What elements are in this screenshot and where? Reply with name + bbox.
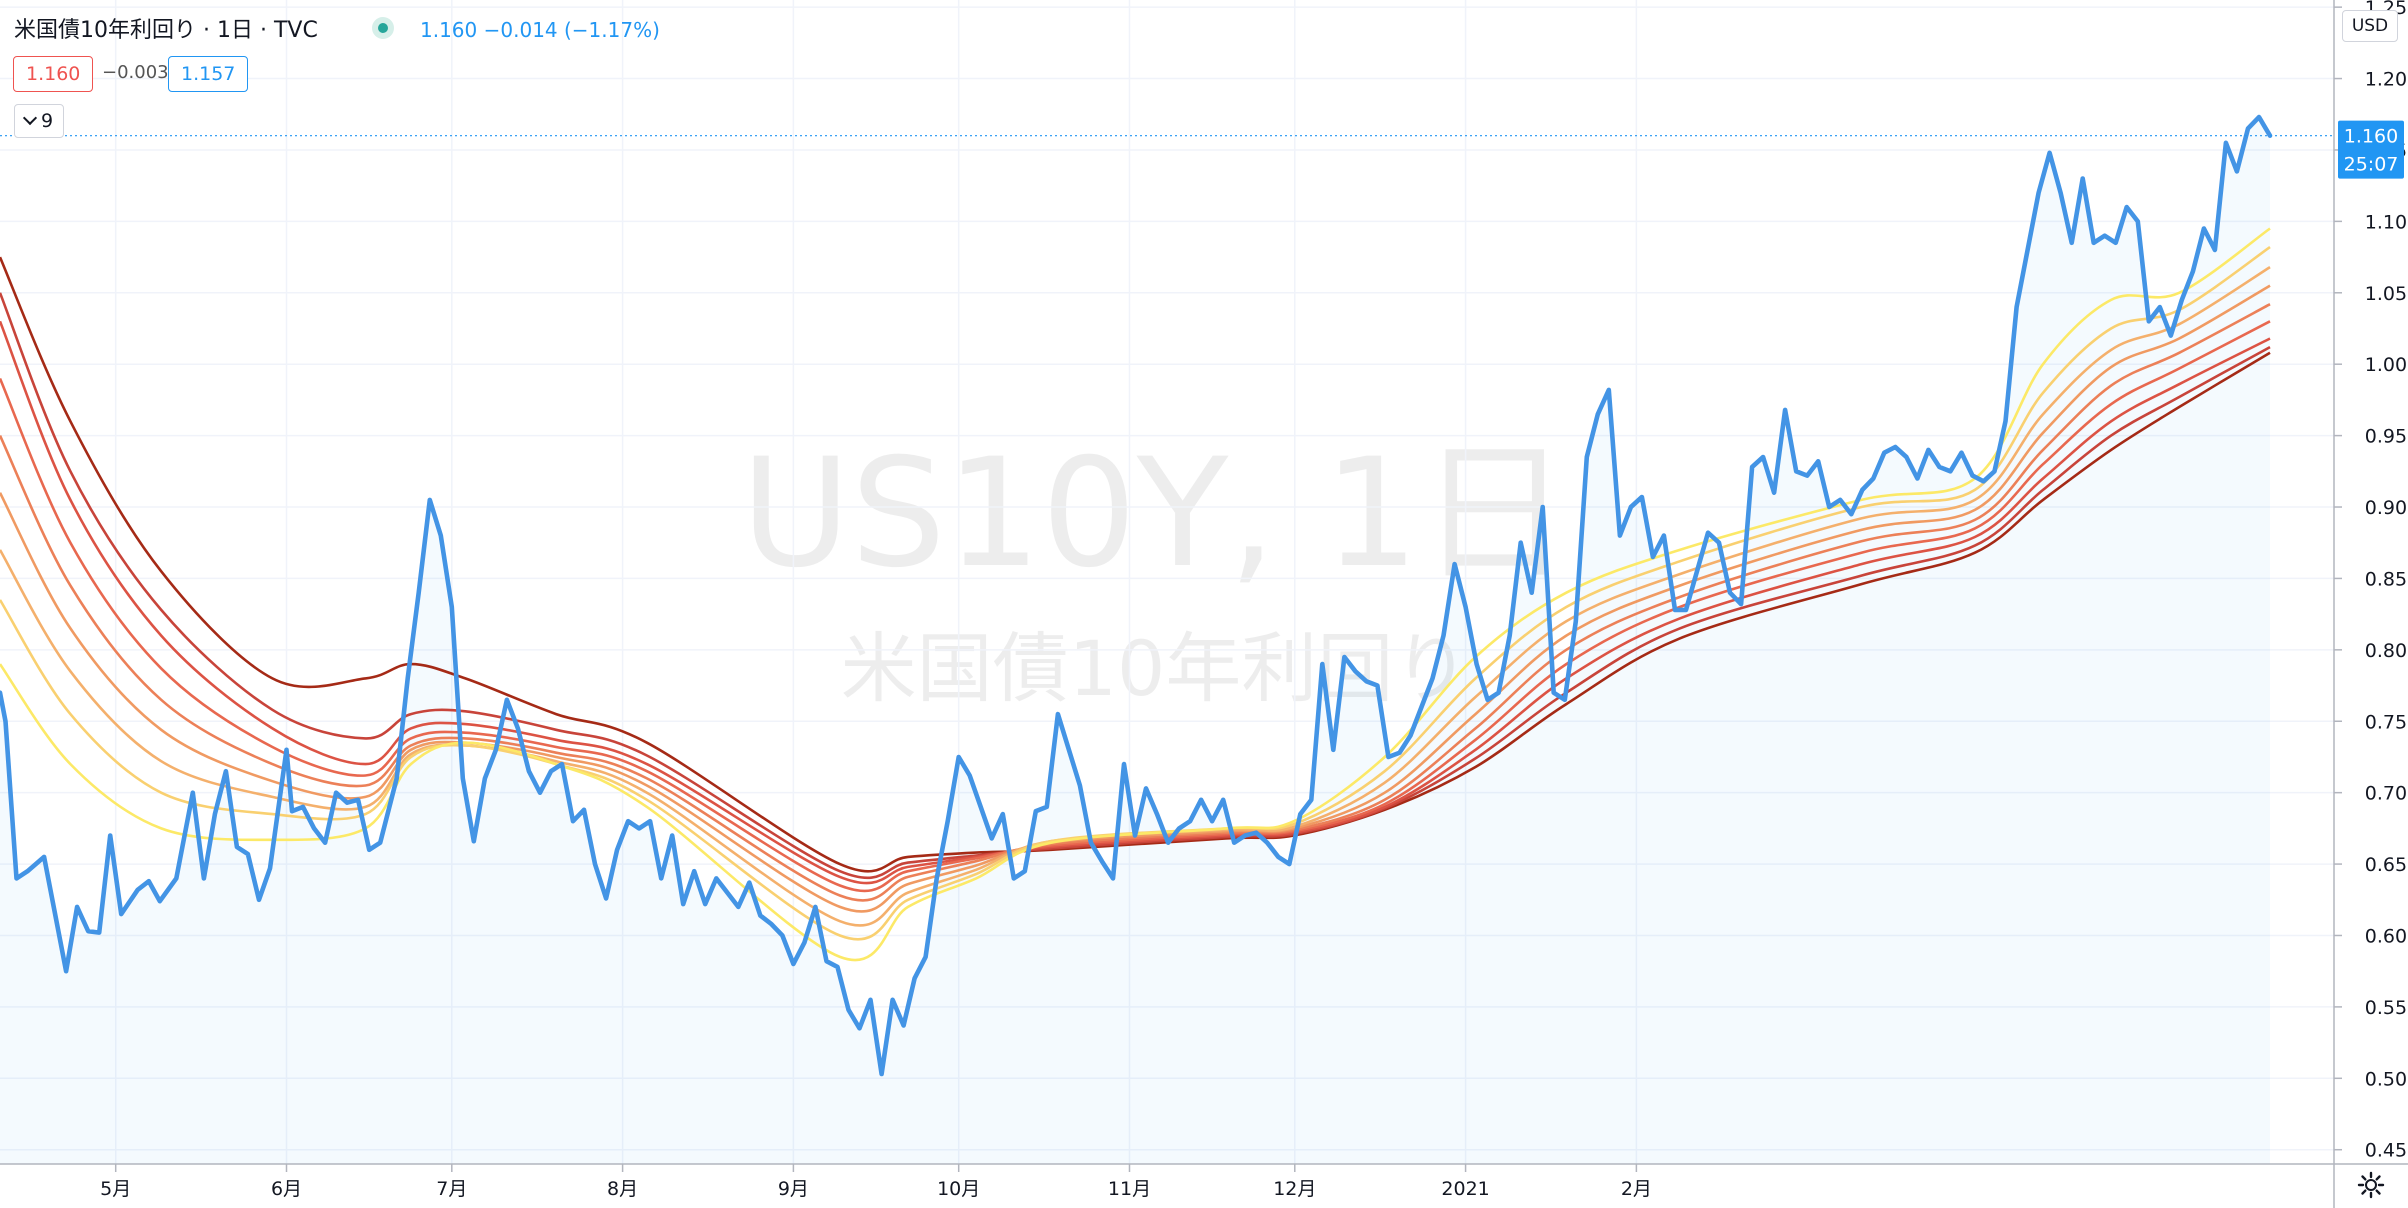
watermark-description: 米国債10年利回り (841, 624, 1470, 713)
y-tick-label: 1.100 (2365, 211, 2408, 233)
indicator-count: 9 (40, 110, 54, 132)
price-change: −0.014 (483, 18, 558, 42)
sell-price-button[interactable]: 1.160 (13, 56, 94, 92)
x-tick-label: 5月 (100, 1178, 131, 1200)
ma-line-8 (0, 292, 2271, 880)
price-area (0, 117, 2270, 1165)
y-tick-label: 0.450 (2365, 1140, 2408, 1162)
last-price-tag: 1.160 25:07 (2338, 120, 2404, 179)
last-price-value: 1.160 (420, 18, 478, 42)
x-tick-label: 11月 (1108, 1178, 1151, 1200)
y-tick-label: 0.950 (2365, 426, 2408, 448)
y-tick-label: 0.500 (2365, 1068, 2408, 1090)
x-tick-label: 7月 (436, 1178, 467, 1200)
currency-button[interactable]: USD (2342, 10, 2398, 42)
chevron-down-icon (22, 110, 38, 126)
x-tick-label: 9月 (778, 1178, 809, 1200)
y-tick-label: 0.600 (2365, 925, 2408, 947)
buy-price-button[interactable]: 1.157 (168, 56, 249, 92)
y-tick-label: 0.750 (2365, 711, 2408, 733)
x-tick-label: 8月 (607, 1178, 638, 1200)
chart-grid (0, 0, 2342, 1172)
price-line-path (0, 114, 2273, 1077)
last-price-tag-value: 1.160 (2344, 126, 2398, 148)
price-change-percent: (−1.17%) (564, 18, 660, 42)
x-tick-label: 6月 (271, 1178, 302, 1200)
x-tick-label: 2021 (1441, 1178, 1489, 1200)
x-tick-label: 2月 (1621, 1178, 1652, 1200)
ma-line-7 (0, 320, 2271, 885)
y-tick-label: 0.650 (2365, 854, 2408, 876)
last-price-tag-box (2338, 120, 2404, 179)
y-tick-label: 0.850 (2365, 568, 2408, 590)
symbol-watermark: US10Y, 1日 米国債10年利回り (741, 427, 1569, 713)
quote-summary: 1.160 −0.014 (−1.17%) (420, 18, 660, 42)
ma-line-5 (0, 303, 2271, 902)
y-tick-label: 0.900 (2365, 497, 2408, 519)
time-axis-labels[interactable]: 5月 6月 7月 8月 9月 10月 11月 12月 2021 2月 (100, 1178, 1652, 1200)
ma-line-6 (0, 320, 2271, 893)
price-line (0, 114, 2273, 1077)
ma-line-9 (0, 256, 2271, 873)
x-tick-label: 10月 (937, 1178, 980, 1200)
y-tick-label: 1.050 (2365, 283, 2408, 305)
bar-countdown: 25:07 (2344, 154, 2399, 176)
x-tick-label: 12月 (1273, 1178, 1316, 1200)
watermark-symbol: US10Y, 1日 (741, 427, 1569, 601)
y-tick-label: 0.550 (2365, 997, 2408, 1019)
indicators-toggle-button[interactable]: 9 (14, 104, 64, 138)
gear-icon[interactable] (2356, 1170, 2386, 1200)
y-tick-label: 1.200 (2365, 69, 2408, 91)
y-tick-label: 1.000 (2365, 354, 2408, 376)
market-status-icon[interactable] (372, 17, 394, 39)
y-tick-label: 0.700 (2365, 783, 2408, 805)
symbol-title[interactable]: 米国債10年利回り · 1日 · TVC (14, 18, 318, 43)
spread-value: −0.003 (102, 62, 169, 83)
y-tick-label: 0.800 (2365, 640, 2408, 662)
price-area-fill (0, 117, 2270, 1165)
